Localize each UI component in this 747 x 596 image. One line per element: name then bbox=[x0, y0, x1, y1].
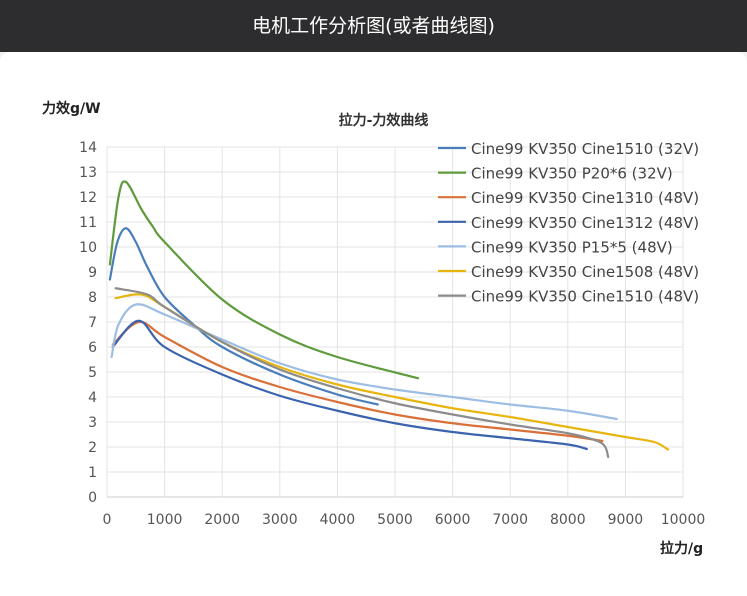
legend-label: Cine99 KV350 Cine1310 (48V) bbox=[471, 189, 699, 207]
x-tick-label: 7000 bbox=[492, 512, 528, 528]
x-tick-label: 0 bbox=[103, 512, 112, 528]
legend-label: Cine99 KV350 Cine1312 (48V) bbox=[471, 214, 699, 232]
y-tick-label: 0 bbox=[88, 490, 97, 506]
y-tick-label: 6 bbox=[88, 340, 97, 356]
page-title: 电机工作分析图(或者曲线图) bbox=[252, 15, 495, 37]
x-tick-label: 10000 bbox=[661, 512, 706, 528]
y-tick-label: 2 bbox=[88, 440, 97, 456]
series-line bbox=[114, 287, 610, 459]
x-tick-label: 5000 bbox=[377, 512, 413, 528]
legend-label: Cine99 KV350 Cine1510 (32V) bbox=[471, 140, 699, 158]
legend-label: Cine99 KV350 P15*5 (48V) bbox=[471, 238, 673, 256]
y-axis-label: 力效g/W bbox=[42, 101, 101, 117]
legend-label: Cine99 KV350 Cine1510 (48V) bbox=[471, 288, 699, 306]
y-tick-label: 13 bbox=[79, 165, 97, 181]
x-axis-label: 拉力/g bbox=[660, 541, 704, 557]
series-line bbox=[108, 180, 420, 380]
y-tick-label: 7 bbox=[88, 315, 97, 331]
y-tick-label: 3 bbox=[88, 415, 97, 431]
series-line bbox=[111, 320, 604, 443]
x-tick-label: 3000 bbox=[262, 512, 298, 528]
chart-title: 拉力-力效曲线 bbox=[338, 113, 429, 129]
series-line bbox=[110, 303, 618, 421]
y-tick-label: 12 bbox=[79, 190, 97, 206]
page-header: 电机工作分析图(或者曲线图) bbox=[0, 0, 747, 52]
y-tick-label: 8 bbox=[88, 290, 97, 306]
y-tick-label: 4 bbox=[88, 390, 97, 406]
legend-label: Cine99 KV350 P20*6 (32V) bbox=[471, 165, 673, 183]
series-line bbox=[111, 319, 588, 451]
x-tick-label: 9000 bbox=[608, 512, 644, 528]
y-tick-label: 10 bbox=[79, 240, 97, 256]
x-tick-label: 6000 bbox=[435, 512, 471, 528]
x-tick-label: 8000 bbox=[550, 512, 586, 528]
y-tick-label: 14 bbox=[79, 140, 97, 156]
y-tick-label: 11 bbox=[79, 215, 97, 231]
x-tick-label: 1000 bbox=[147, 512, 183, 528]
x-tick-label: 2000 bbox=[204, 512, 240, 528]
legend-label: Cine99 KV350 Cine1508 (48V) bbox=[471, 263, 699, 281]
chart-card bbox=[0, 52, 747, 596]
x-tick-label: 4000 bbox=[320, 512, 356, 528]
y-tick-label: 9 bbox=[88, 265, 97, 281]
y-tick-label: 5 bbox=[88, 365, 97, 381]
series-line bbox=[108, 227, 379, 406]
y-tick-label: 1 bbox=[88, 465, 97, 481]
